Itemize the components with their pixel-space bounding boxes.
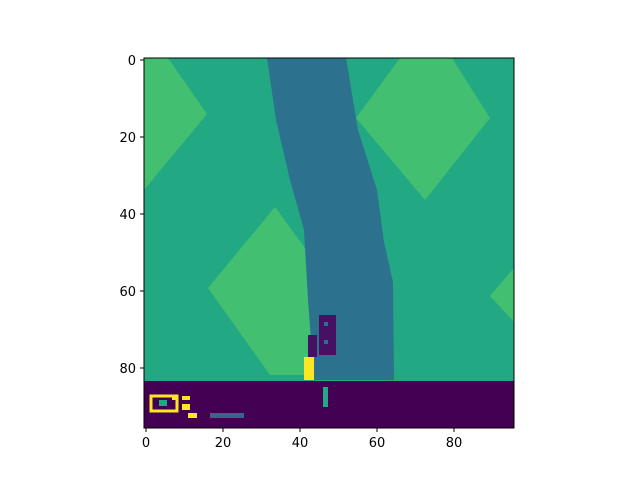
y-axis: 0 20 40 60 80: [119, 54, 144, 377]
grass-patch-top-left: [144, 58, 207, 190]
steering-indicator: [323, 387, 328, 407]
x-tick-label: 20: [215, 436, 232, 451]
y-tick-label: 80: [119, 362, 136, 377]
x-tick-label: 40: [292, 436, 309, 451]
x-axis: 0 20 40 60 80: [142, 428, 462, 451]
car-wheel: [324, 340, 328, 344]
grass-patch-middle-left: [208, 207, 313, 375]
y-tick-label: 0: [128, 54, 136, 69]
game-frame-image: [144, 58, 514, 428]
grass-patch-top-right: [356, 58, 490, 200]
car-left-wing: [308, 335, 317, 357]
y-tick-label: 20: [119, 131, 136, 146]
x-tick-label: 80: [446, 436, 463, 451]
x-tick-label: 60: [369, 436, 386, 451]
axes-frame: [143, 57, 515, 429]
y-tick-label: 60: [119, 285, 136, 300]
y-tick-label: 40: [119, 208, 136, 223]
grass-patch-right-edge: [490, 268, 514, 322]
x-tick-label: 0: [142, 436, 150, 451]
car-wheel: [324, 322, 328, 326]
speed-indicator: [210, 413, 244, 418]
hud-score-digits: [149, 394, 197, 418]
race-car: [308, 315, 336, 357]
yellow-marker: [304, 357, 314, 380]
hud-bar: [144, 381, 514, 428]
road: [267, 58, 394, 380]
car-body: [319, 315, 336, 355]
